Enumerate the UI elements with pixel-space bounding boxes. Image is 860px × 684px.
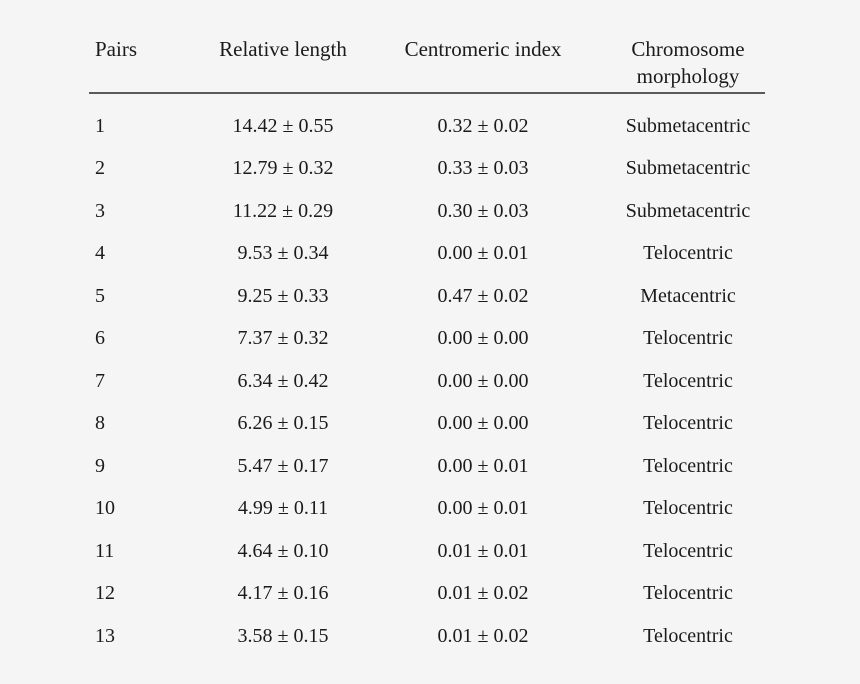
centromeric-index-cell: 0.01 ± 0.01 <box>437 539 529 562</box>
pair-number-cell: 2 <box>95 157 105 180</box>
relative-length-cell: 9.53 ± 0.34 <box>237 242 329 265</box>
centromeric-index-cell: 0.00 ± 0.00 <box>437 327 529 350</box>
relative-length-cell: 14.42 ± 0.55 <box>232 114 334 137</box>
pair-number-cell: 8 <box>95 412 105 435</box>
column-header-relative-length: Relative length <box>219 37 347 61</box>
table-row: 2 12.79 ± 0.32 0.33 ± 0.03 Submetacentri… <box>89 148 765 191</box>
pair-number-cell: 5 <box>95 284 105 307</box>
centromeric-index-cell: 0.01 ± 0.02 <box>437 582 529 605</box>
centromeric-index-cell: 0.30 ± 0.03 <box>437 199 529 222</box>
table-row: 9 5.47 ± 0.17 0.00 ± 0.01 Telocentric <box>89 445 765 488</box>
pair-number-cell: 10 <box>95 497 115 520</box>
table-header-row: Pairs Relative length Centromeric index … <box>89 0 765 94</box>
relative-length-cell: 9.25 ± 0.33 <box>237 284 329 307</box>
relative-length-cell: 3.58 ± 0.15 <box>237 624 329 647</box>
relative-length-cell: 7.37 ± 0.32 <box>237 327 329 350</box>
relative-length-cell: 4.99 ± 0.11 <box>237 497 329 520</box>
centromeric-index-cell: 0.47 ± 0.02 <box>437 284 529 307</box>
table-row: 5 9.25 ± 0.33 0.47 ± 0.02 Metacentric <box>89 275 765 318</box>
pair-number-cell: 4 <box>95 242 105 265</box>
morphology-cell: Telocentric <box>643 369 733 392</box>
morphology-cell: Submetacentric <box>625 114 751 137</box>
table-row: 10 4.99 ± 0.11 0.00 ± 0.01 Telocentric <box>89 488 765 531</box>
relative-length-cell: 6.26 ± 0.15 <box>237 412 329 435</box>
relative-length-cell: 11.22 ± 0.29 <box>232 199 334 222</box>
karyotype-table: Pairs Relative length Centromeric index … <box>89 0 765 658</box>
pair-number-cell: 11 <box>95 539 115 562</box>
table-row: 3 11.22 ± 0.29 0.30 ± 0.03 Submetacentri… <box>89 190 765 233</box>
morphology-cell: Submetacentric <box>625 199 751 222</box>
table-row: 8 6.26 ± 0.15 0.00 ± 0.00 Telocentric <box>89 403 765 446</box>
table-row: 7 6.34 ± 0.42 0.00 ± 0.00 Telocentric <box>89 360 765 403</box>
column-header-chromosome-morphology: Chromosome morphology <box>631 37 750 88</box>
morphology-cell: Telocentric <box>643 497 733 520</box>
column-header-pairs: Pairs <box>95 37 137 61</box>
morphology-cell: Submetacentric <box>625 157 751 180</box>
morphology-cell: Telocentric <box>643 327 733 350</box>
morphology-cell: Telocentric <box>643 242 733 265</box>
centromeric-index-cell: 0.01 ± 0.02 <box>437 624 529 647</box>
morphology-cell: Telocentric <box>643 454 733 477</box>
centromeric-index-cell: 0.00 ± 0.01 <box>437 454 529 477</box>
pair-number-cell: 9 <box>95 454 105 477</box>
column-header-centromeric-index: Centromeric index <box>404 37 562 61</box>
morphology-cell: Telocentric <box>643 582 733 605</box>
morphology-cell: Telocentric <box>643 412 733 435</box>
morphology-cell: Metacentric <box>640 284 736 307</box>
pair-number-cell: 1 <box>95 114 105 137</box>
relative-length-cell: 5.47 ± 0.17 <box>237 454 329 477</box>
centromeric-index-cell: 0.00 ± 0.01 <box>437 242 529 265</box>
centromeric-index-cell: 0.00 ± 0.00 <box>437 412 529 435</box>
pair-number-cell: 13 <box>95 624 115 647</box>
relative-length-cell: 6.34 ± 0.42 <box>237 369 329 392</box>
table-row: 6 7.37 ± 0.32 0.00 ± 0.00 Telocentric <box>89 318 765 361</box>
table-body: 1 14.42 ± 0.55 0.32 ± 0.02 Submetacentri… <box>89 94 765 658</box>
centromeric-index-cell: 0.33 ± 0.03 <box>437 157 529 180</box>
centromeric-index-cell: 0.00 ± 0.01 <box>437 497 529 520</box>
pair-number-cell: 3 <box>95 199 105 222</box>
pair-number-cell: 6 <box>95 327 105 350</box>
table-row: 13 3.58 ± 0.15 0.01 ± 0.02 Telocentric <box>89 615 765 658</box>
table-row: 1 14.42 ± 0.55 0.32 ± 0.02 Submetacentri… <box>89 105 765 148</box>
pair-number-cell: 12 <box>95 582 115 605</box>
table-row: 12 4.17 ± 0.16 0.01 ± 0.02 Telocentric <box>89 573 765 616</box>
relative-length-cell: 4.17 ± 0.16 <box>237 582 329 605</box>
table-row: 4 9.53 ± 0.34 0.00 ± 0.01 Telocentric <box>89 233 765 276</box>
morphology-cell: Telocentric <box>643 539 733 562</box>
morphology-cell: Telocentric <box>643 624 733 647</box>
relative-length-cell: 12.79 ± 0.32 <box>232 157 334 180</box>
pair-number-cell: 7 <box>95 369 105 392</box>
table-row: 11 4.64 ± 0.10 0.01 ± 0.01 Telocentric <box>89 530 765 573</box>
relative-length-cell: 4.64 ± 0.10 <box>237 539 329 562</box>
centromeric-index-cell: 0.00 ± 0.00 <box>437 369 529 392</box>
centromeric-index-cell: 0.32 ± 0.02 <box>437 114 529 137</box>
